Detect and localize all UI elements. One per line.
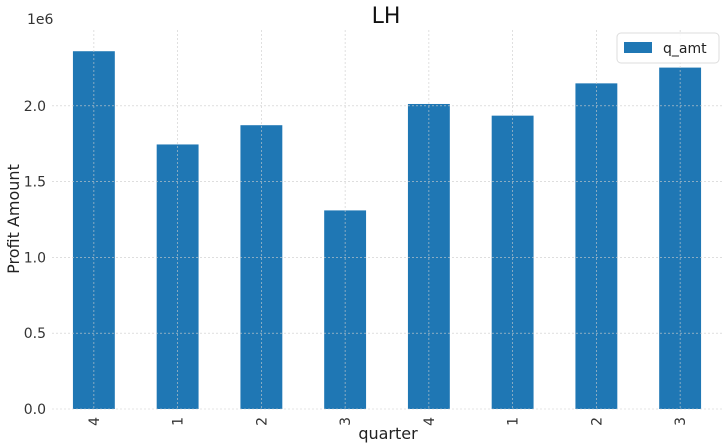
y-tick-label: 1.5 (24, 175, 46, 191)
x-tick-label: 4 (422, 417, 438, 426)
bar (156, 144, 199, 409)
x-tick-label: 2 (254, 417, 270, 426)
x-tick-label: 1 (171, 417, 187, 426)
legend-label: q_amt (663, 41, 707, 57)
x-tick-label: 3 (673, 417, 689, 426)
x-tick-label: 3 (338, 417, 354, 426)
x-tick-label: 2 (589, 417, 605, 426)
x-tick-label: 4 (87, 417, 103, 426)
chart-title: LH (372, 4, 401, 29)
legend: q_amt (616, 32, 720, 64)
y-axis-label: Profit Amount (4, 164, 23, 274)
legend-swatch (624, 42, 652, 53)
y-tick-label: 0.5 (24, 326, 46, 342)
x-axis-label: quarter (358, 424, 418, 443)
x-tick-label: 1 (506, 417, 522, 426)
y-tick-label: 2.0 (24, 99, 46, 115)
bars-group (72, 51, 702, 410)
grid-lines (52, 30, 722, 410)
y-tick-label: 0.0 (24, 402, 46, 418)
y-tick-label: 1.0 (24, 250, 46, 266)
legend-box (616, 32, 720, 64)
x-axis-ticks: 4 1 2 3 4 1 2 3 (87, 417, 689, 426)
y-offset-label: 1e6 (27, 12, 54, 28)
y-axis-ticks: 0.0 0.5 1.0 1.5 2.0 (24, 99, 46, 418)
